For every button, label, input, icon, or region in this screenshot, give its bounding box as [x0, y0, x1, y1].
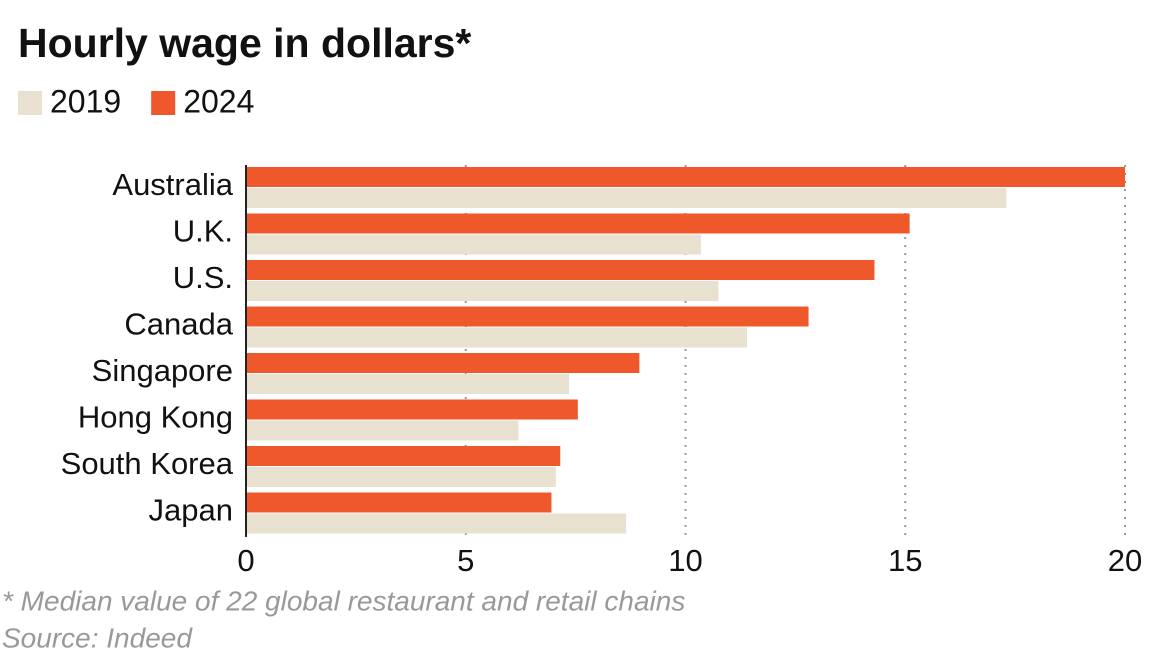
x-tick-label: 10: [668, 543, 702, 578]
bar: [246, 167, 1125, 187]
bar: [246, 260, 875, 280]
y-tick-label: Hong Kong: [78, 400, 233, 435]
y-tick-label: South Korea: [61, 446, 234, 481]
bar: [246, 353, 640, 373]
chart-title: Hourly wage in dollars*: [18, 20, 471, 66]
source: Source: Indeed: [2, 622, 193, 653]
bar: [246, 213, 910, 234]
legend-label: 2024: [183, 83, 254, 119]
footnote: * Median value of 22 global restaurant a…: [2, 585, 685, 616]
legend-swatch: [151, 91, 176, 115]
x-tick-label: 15: [888, 543, 922, 578]
bar: [246, 399, 578, 420]
y-tick-label: Canada: [124, 307, 233, 342]
bar: [246, 306, 809, 327]
y-tick-label: Australia: [112, 167, 233, 202]
bar: [246, 374, 570, 394]
x-tick-label: 0: [237, 543, 254, 578]
y-tick-label: Japan: [149, 493, 233, 528]
y-tick-label: U.S.: [173, 260, 233, 295]
bar: [246, 327, 748, 348]
bar: [246, 281, 719, 301]
y-tick-label: Singapore: [92, 353, 233, 388]
bar: [246, 492, 552, 513]
bar: [246, 446, 561, 466]
bar: [246, 234, 701, 255]
x-tick-label: 20: [1108, 543, 1142, 578]
x-tick-label: 5: [457, 543, 474, 578]
bar: [246, 188, 1007, 208]
y-tick-label: U.K.: [173, 214, 233, 249]
bar: [246, 513, 627, 534]
bar: [246, 420, 519, 441]
bar: [246, 467, 556, 487]
legend-label: 2019: [50, 83, 121, 119]
legend-swatch: [18, 91, 42, 115]
